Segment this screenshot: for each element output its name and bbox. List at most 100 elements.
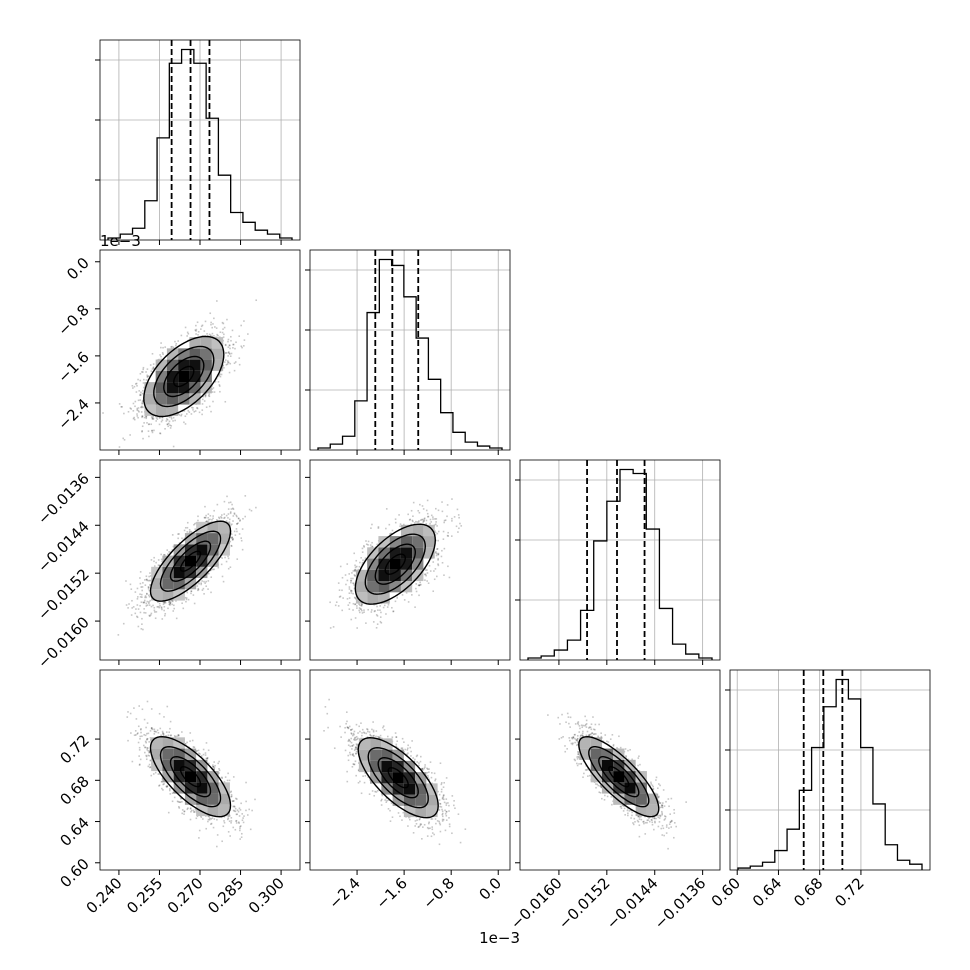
contour-line-2	[163, 355, 205, 398]
sample-point	[210, 323, 212, 326]
sample-point	[235, 514, 238, 517]
sample-point	[240, 539, 243, 542]
histogram-panel-p0	[100, 40, 300, 240]
sample-point	[203, 400, 206, 402]
sample-point	[211, 568, 214, 571]
sample-point	[220, 373, 223, 376]
sample-point	[243, 320, 245, 322]
sample-point	[186, 331, 189, 334]
sample-point	[127, 607, 129, 609]
sample-point	[227, 508, 230, 510]
sample-point	[139, 394, 141, 397]
density-cell	[200, 370, 212, 383]
sample-point	[146, 604, 149, 606]
sample-point	[166, 423, 169, 426]
sample-point	[227, 340, 229, 343]
sample-point	[227, 355, 229, 357]
sample-point	[241, 346, 243, 349]
sample-point	[127, 410, 130, 413]
sample-point	[237, 522, 239, 524]
histogram-step-p1	[317, 258, 503, 450]
sample-point	[157, 605, 160, 608]
sample-point	[139, 593, 141, 596]
sample-point	[141, 617, 143, 620]
sample-point	[235, 528, 238, 530]
sample-point	[225, 363, 228, 366]
sample-point	[150, 423, 153, 426]
sample-point	[213, 391, 216, 393]
sample-point	[205, 520, 208, 523]
sample-point	[153, 429, 155, 432]
sample-point	[207, 580, 210, 582]
sample-point	[172, 604, 175, 607]
sample-point	[145, 578, 148, 581]
sample-point	[160, 606, 163, 608]
sample-point	[150, 605, 153, 608]
sample-point	[133, 416, 135, 419]
sample-point	[186, 521, 189, 524]
sample-point	[184, 415, 187, 418]
sample-point	[136, 604, 139, 606]
sample-point	[219, 373, 221, 375]
sample-point	[225, 520, 228, 522]
sample-point	[207, 588, 209, 590]
sample-point	[177, 533, 179, 535]
sample-point	[221, 331, 224, 334]
sample-point	[145, 417, 148, 420]
sample-point	[218, 385, 221, 387]
sample-point	[168, 601, 170, 603]
sample-point	[155, 417, 158, 419]
sample-point	[227, 351, 230, 353]
sample-point	[228, 353, 231, 355]
sample-point	[145, 415, 147, 418]
sample-point	[190, 413, 193, 415]
sample-point	[169, 601, 171, 603]
sample-point	[121, 406, 123, 408]
sample-point	[201, 413, 203, 416]
sample-point	[153, 368, 155, 370]
sample-point	[205, 406, 208, 409]
sample-point	[192, 407, 194, 409]
density-cell	[211, 359, 224, 371]
sample-point	[161, 618, 164, 620]
sample-point	[180, 414, 182, 417]
density-cell	[166, 370, 179, 383]
sample-point	[130, 588, 133, 590]
sample-point	[150, 559, 153, 561]
sample-point	[161, 608, 163, 611]
sample-point	[149, 364, 152, 366]
sample-point	[207, 394, 210, 397]
sample-point	[192, 409, 194, 411]
sample-point	[211, 388, 214, 390]
sample-point	[184, 326, 187, 329]
sample-point	[220, 516, 222, 518]
sample-point	[136, 598, 139, 600]
sample-point	[165, 420, 168, 422]
sample-point	[139, 571, 142, 573]
sample-point	[147, 594, 150, 597]
sample-point	[201, 324, 204, 327]
sample-point	[131, 599, 133, 602]
sample-point	[229, 512, 232, 515]
sample-point	[226, 363, 229, 365]
sample-point	[210, 576, 213, 578]
sample-point	[136, 587, 139, 590]
sample-point	[197, 588, 200, 591]
sample-point	[137, 608, 140, 610]
sample-point	[216, 503, 219, 506]
density-cell	[200, 382, 212, 394]
sample-point	[171, 600, 174, 603]
sample-point	[170, 346, 172, 348]
sample-point	[158, 423, 161, 426]
sample-point	[232, 507, 234, 510]
sample-point	[183, 421, 185, 424]
sample-point	[144, 584, 147, 586]
sample-point	[198, 582, 200, 585]
sample-point	[231, 537, 234, 539]
sample-point	[172, 610, 175, 612]
sample-point	[230, 545, 233, 547]
sample-point	[155, 561, 157, 564]
sample-point	[234, 347, 236, 350]
sample-point	[202, 587, 205, 590]
sample-point	[158, 564, 161, 567]
